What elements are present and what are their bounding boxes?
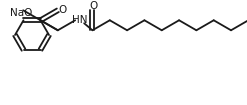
Text: O: O — [59, 5, 67, 15]
Text: NaO: NaO — [10, 8, 32, 18]
Text: HN: HN — [72, 15, 88, 25]
Text: O: O — [89, 1, 98, 11]
